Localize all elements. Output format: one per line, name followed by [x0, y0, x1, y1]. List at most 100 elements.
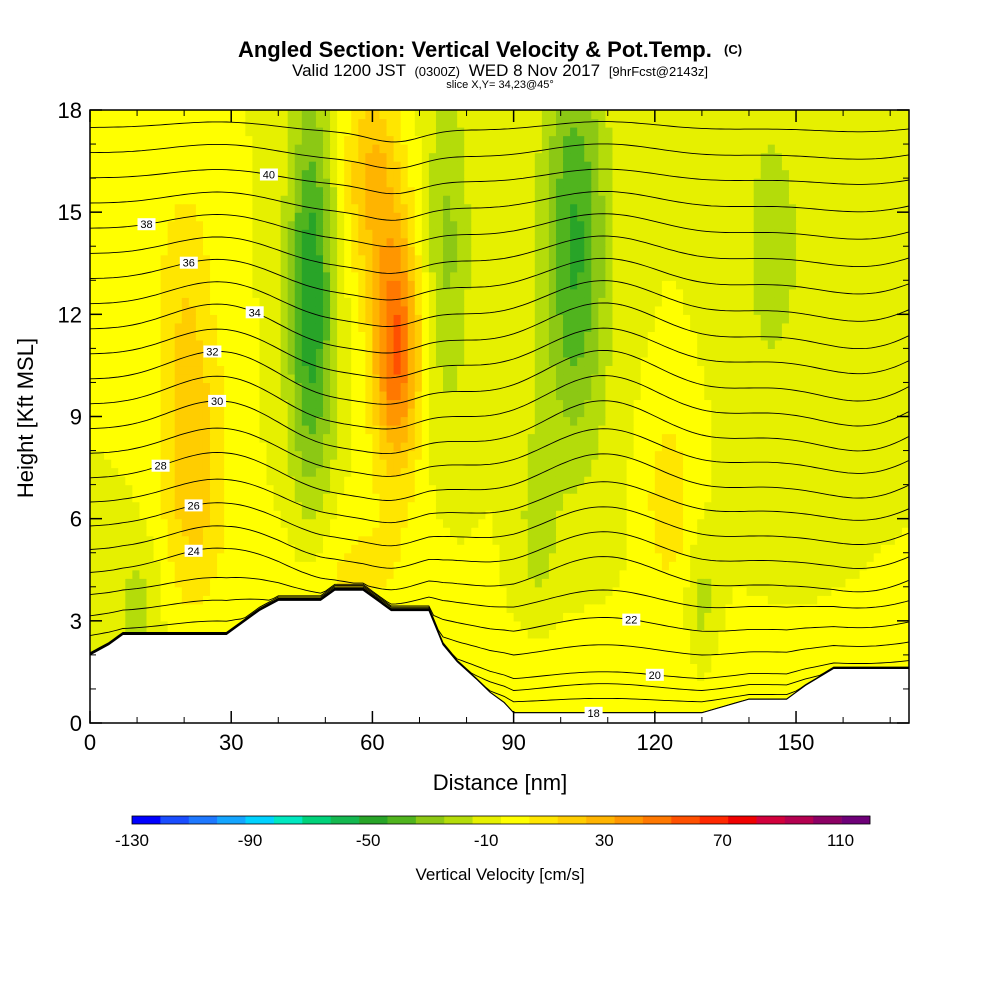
velocity-cell	[570, 637, 578, 647]
velocity-cell	[640, 373, 649, 384]
velocity-cell	[492, 476, 501, 486]
velocity-cell	[817, 569, 825, 579]
velocity-cell	[626, 373, 635, 384]
velocity-cell	[358, 399, 366, 409]
velocity-cell	[584, 390, 592, 401]
velocity-cell	[753, 671, 762, 682]
velocity-cell	[873, 586, 882, 596]
velocity-cell	[873, 637, 882, 647]
velocity-cell	[379, 561, 388, 571]
velocity-cell	[901, 535, 909, 545]
velocity-cell	[570, 501, 578, 511]
velocity-cell	[174, 476, 183, 486]
velocity-cell	[139, 459, 148, 469]
velocity-cell	[97, 365, 105, 375]
velocity-cell	[676, 382, 684, 392]
velocity-cell	[803, 620, 811, 630]
velocity-cell	[852, 552, 861, 562]
velocity-cell	[676, 688, 684, 699]
velocity-cell	[612, 569, 621, 579]
velocity-cell	[308, 501, 317, 511]
velocity-cell	[534, 510, 543, 520]
velocity-cell	[195, 484, 204, 494]
velocity-cell	[520, 578, 529, 588]
velocity-cell	[817, 493, 825, 503]
velocity-cell	[739, 586, 748, 596]
velocity-cell	[365, 476, 374, 486]
velocity-cell	[174, 416, 183, 426]
velocity-cell	[845, 433, 854, 443]
velocity-cell	[174, 407, 183, 418]
velocity-cell	[393, 467, 402, 477]
velocity-cell	[732, 637, 741, 647]
velocity-cell	[372, 476, 381, 486]
velocity-cell	[174, 459, 183, 469]
velocity-cell	[725, 425, 734, 435]
velocity-cell	[231, 356, 239, 367]
velocity-cell	[732, 459, 741, 469]
velocity-cell	[901, 407, 909, 418]
velocity-cell	[506, 373, 515, 384]
velocity-cell	[845, 476, 854, 486]
velocity-cell	[548, 467, 557, 477]
velocity-cell	[407, 586, 416, 596]
velocity-cell	[506, 637, 515, 647]
velocity-cell	[125, 382, 133, 392]
velocity-cell	[781, 569, 790, 579]
velocity-cell	[605, 510, 614, 520]
velocity-cell	[245, 407, 253, 418]
velocity-cell	[852, 399, 861, 409]
velocity-cell	[570, 561, 578, 571]
velocity-cell	[774, 603, 783, 613]
velocity-cell	[202, 595, 211, 605]
velocity-cell	[520, 663, 529, 673]
velocity-cell	[704, 493, 712, 503]
velocity-cell	[746, 425, 755, 435]
velocity-cell	[245, 510, 253, 520]
velocity-cell	[527, 637, 536, 647]
velocity-cell	[570, 697, 578, 707]
velocity-cell	[732, 382, 741, 392]
velocity-cell	[774, 637, 783, 647]
velocity-cell	[746, 552, 755, 562]
velocity-cell	[478, 646, 486, 656]
velocity-cell	[132, 569, 141, 579]
velocity-cell	[273, 467, 282, 477]
velocity-cell	[760, 646, 769, 656]
velocity-cell	[788, 671, 797, 682]
velocity-cell	[718, 527, 727, 537]
velocity-cell	[676, 569, 684, 579]
velocity-cell	[273, 561, 282, 571]
velocity-cell	[584, 629, 592, 639]
velocity-cell	[344, 561, 352, 571]
velocity-cell	[457, 518, 465, 528]
velocity-cell	[125, 620, 133, 630]
velocity-cell	[598, 680, 606, 690]
velocity-cell	[315, 382, 324, 392]
velocity-cell	[817, 365, 825, 375]
velocity-cell	[513, 501, 522, 511]
velocity-cell	[866, 595, 875, 605]
velocity-cell	[838, 484, 847, 494]
velocity-cell	[640, 476, 649, 486]
velocity-cell	[838, 535, 847, 545]
velocity-cell	[379, 493, 388, 503]
velocity-cell	[803, 671, 811, 682]
velocity-cell	[838, 442, 847, 452]
velocity-cell	[252, 442, 261, 452]
velocity-cell	[690, 603, 698, 613]
velocity-cell	[407, 578, 416, 588]
velocity-cell	[421, 425, 430, 435]
velocity-cell	[668, 663, 677, 673]
velocity-cell	[478, 535, 486, 545]
velocity-cell	[287, 578, 296, 588]
velocity-cell	[725, 510, 734, 520]
velocity-cell	[619, 680, 628, 690]
velocity-cell	[499, 654, 508, 664]
velocity-cell	[344, 416, 352, 426]
velocity-cell	[704, 680, 712, 690]
velocity-cell	[344, 459, 352, 469]
velocity-cell	[457, 501, 465, 511]
velocity-cell	[683, 493, 691, 503]
velocity-cell	[668, 390, 677, 401]
